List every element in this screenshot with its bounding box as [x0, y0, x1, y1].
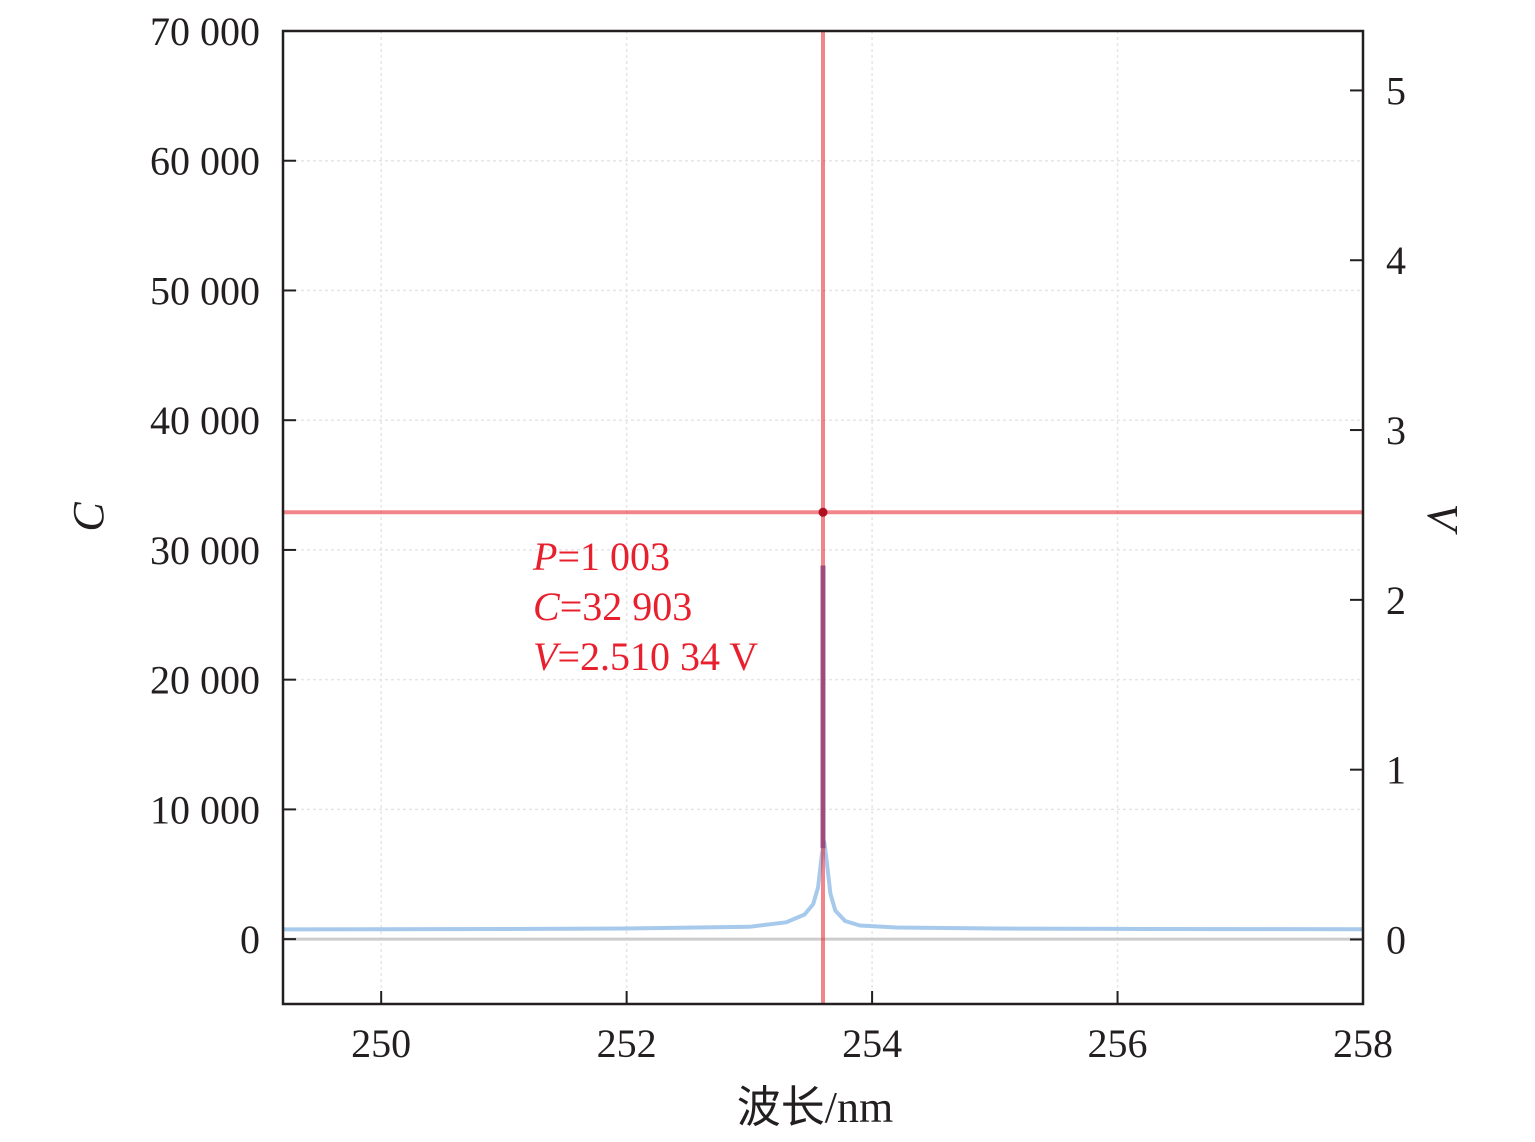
x-tick-label-0: 250: [351, 1021, 411, 1066]
y2-tick-label-3: 3: [1386, 408, 1406, 453]
y2-tick-label-1: 1: [1386, 748, 1406, 793]
y-tick-label-4: 40 000: [150, 398, 260, 443]
annotation-v-value: =2.510 34 V: [557, 634, 758, 679]
annotation-c-label: C: [533, 584, 561, 629]
annotation-v: V=2.510 34 V: [533, 634, 758, 679]
y2-tick-label-4: 4: [1386, 238, 1406, 283]
y2-tick-label-2: 2: [1386, 578, 1406, 623]
cursor-point: [818, 507, 828, 517]
y-tick-label-0: 0: [240, 917, 260, 962]
y2-tick-label-5: 5: [1386, 68, 1406, 113]
cursor-crosshair: [283, 31, 1363, 1004]
annotation-p-label: P: [532, 534, 557, 579]
y-tick-label-7: 70 000: [150, 9, 260, 54]
x-axis-title: 波长/nm: [737, 1083, 893, 1132]
annotation-v-label: V: [533, 634, 562, 679]
y-tick-label-5: 50 000: [150, 268, 260, 313]
x-tick-label-4: 258: [1333, 1021, 1393, 1066]
annotation-c-value: =32 903: [560, 584, 693, 629]
y-tick-label-1: 10 000: [150, 787, 260, 832]
y2-axis-title: V: [1418, 504, 1467, 536]
y2-tick-label-0: 0: [1386, 917, 1406, 962]
x-tick-label-1: 252: [597, 1021, 657, 1066]
y-tick-label-2: 20 000: [150, 658, 260, 703]
x-tick-label-3: 256: [1088, 1021, 1148, 1066]
annotation-c: C=32 903: [533, 584, 692, 629]
annotation-p-value: =1 003: [557, 534, 670, 579]
y-tick-label-6: 60 000: [150, 139, 260, 184]
x-tick-label-2: 254: [842, 1021, 902, 1066]
plot-frame: [281, 29, 1365, 1006]
annotation-p: P=1 003: [532, 534, 670, 579]
y-tick-label-3: 30 000: [150, 528, 260, 573]
y-axis-title: C: [64, 502, 113, 532]
